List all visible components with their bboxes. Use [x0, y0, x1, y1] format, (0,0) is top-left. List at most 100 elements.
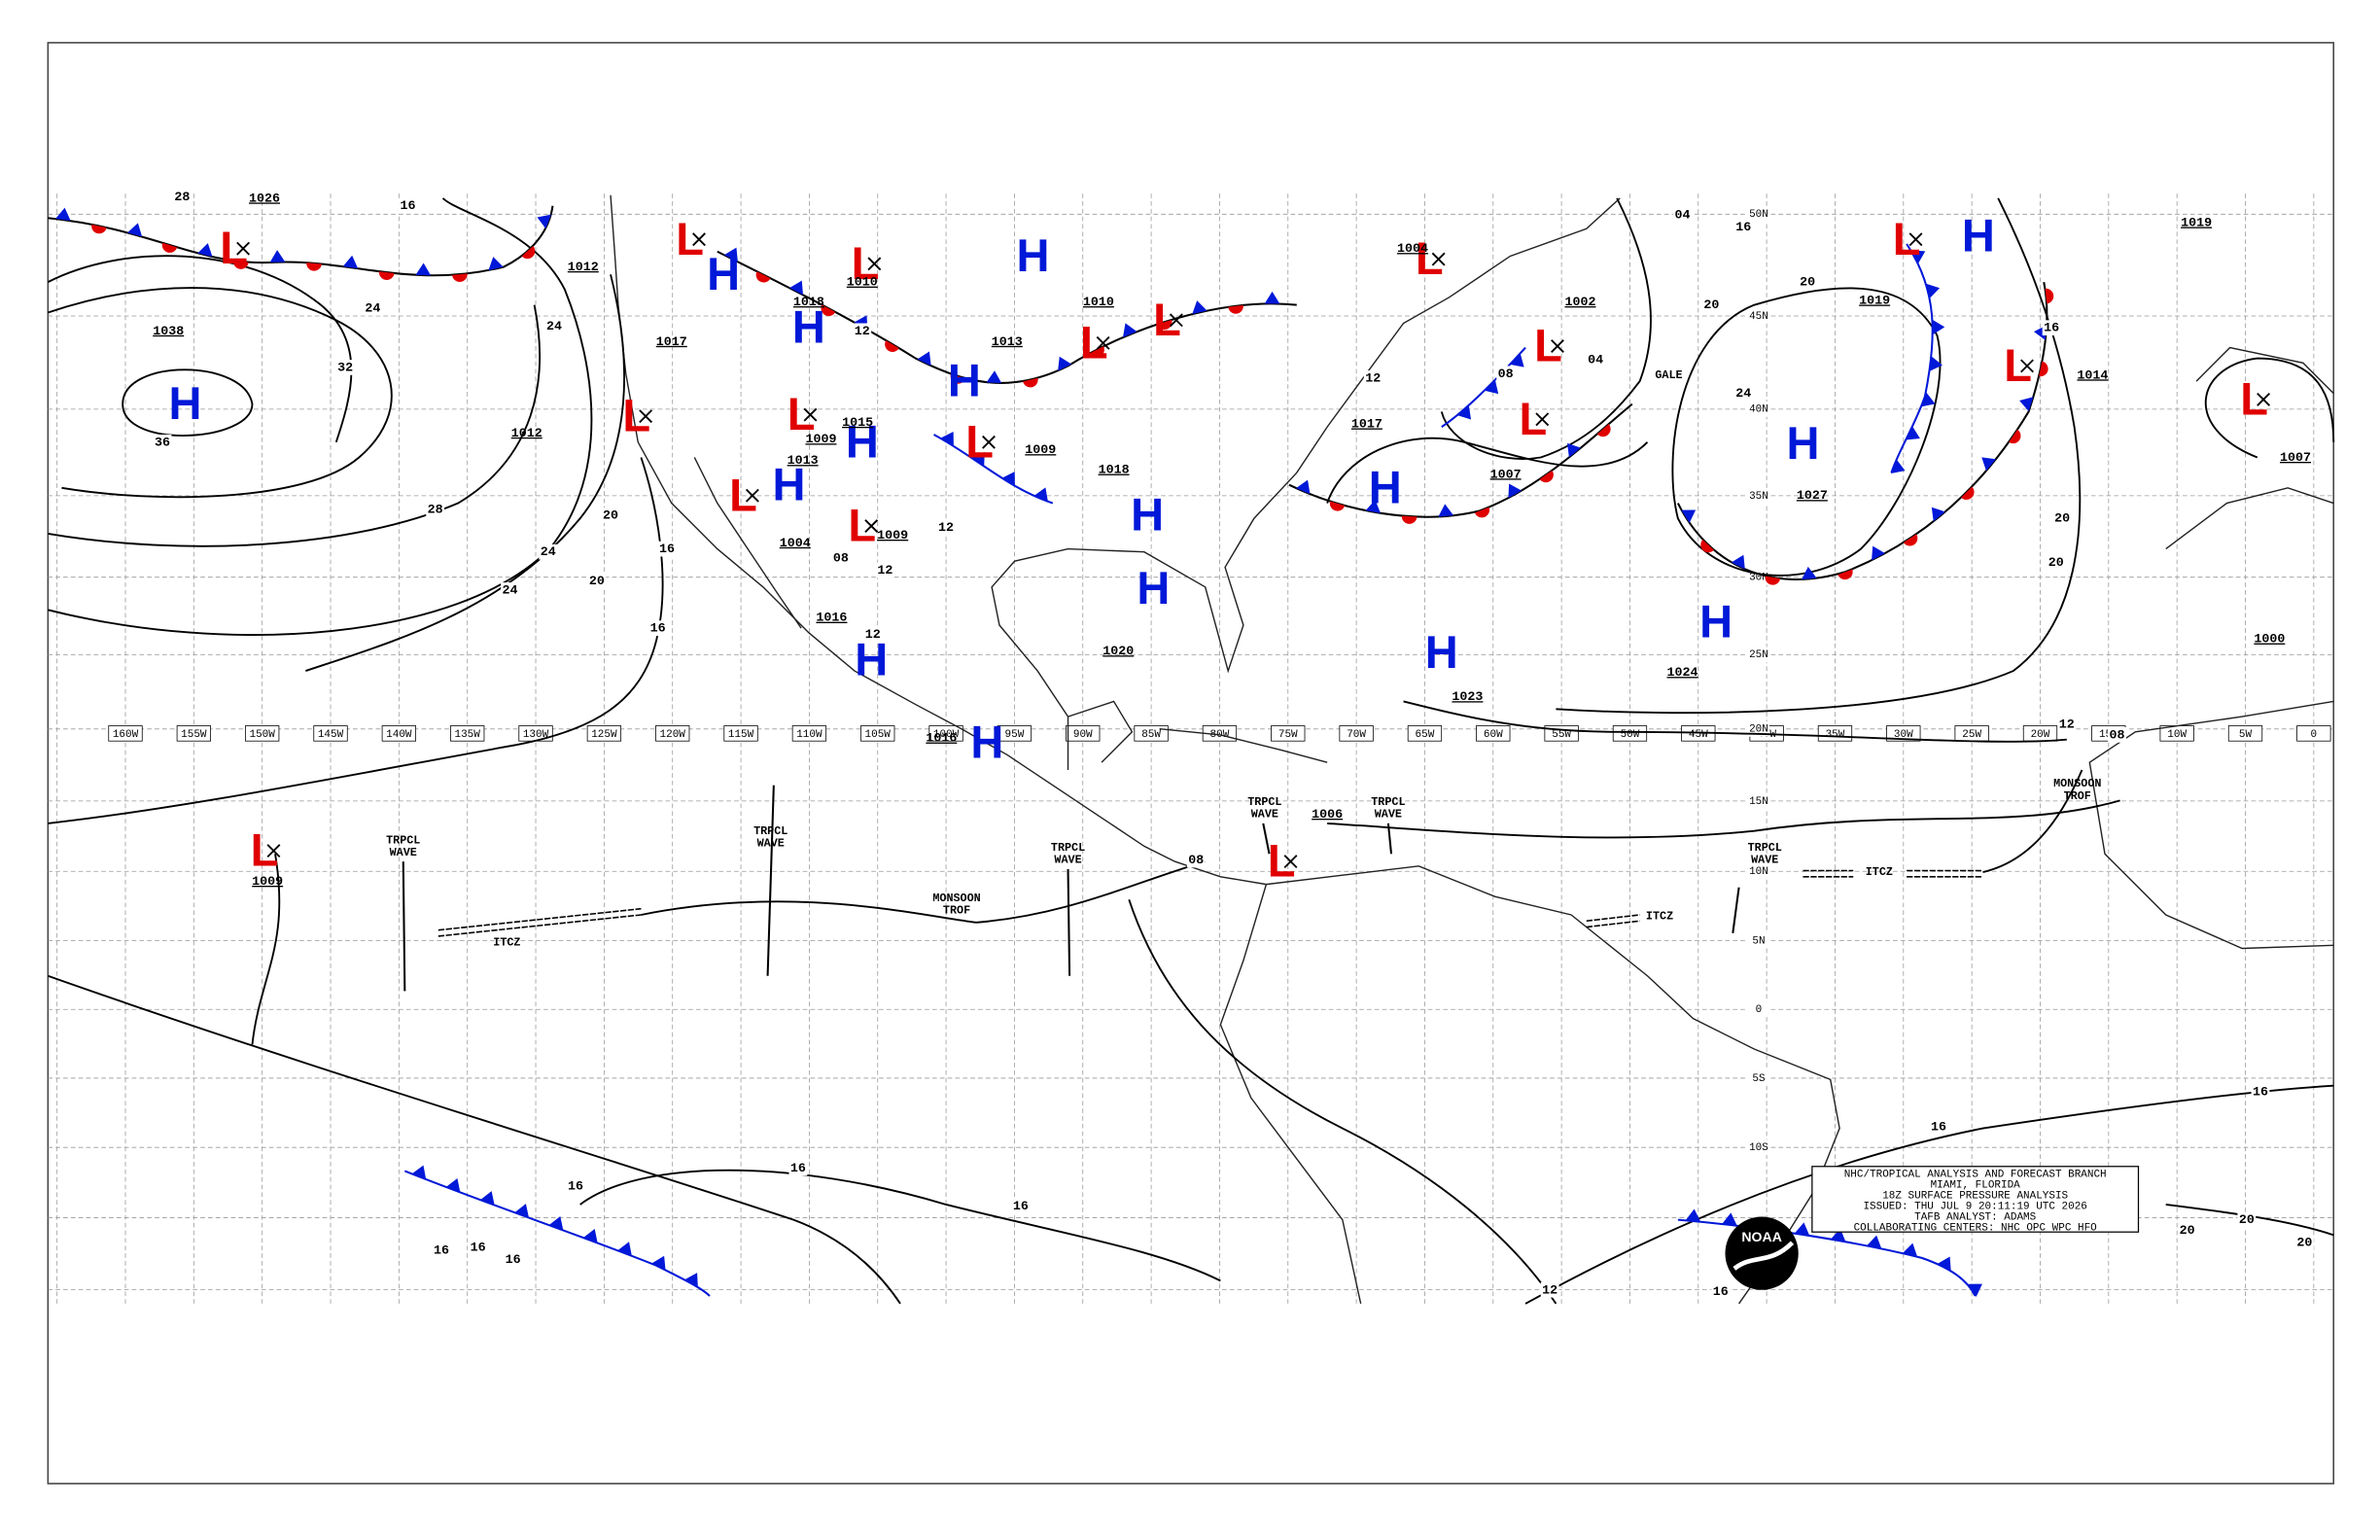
central-pressure: 1023	[1452, 690, 1483, 705]
annotation: ITCZ	[1646, 910, 1673, 924]
coast	[693, 457, 802, 629]
central-pressure: 1017	[656, 335, 687, 350]
high-pressure-center: H	[707, 248, 740, 299]
cold-front-triangle	[971, 451, 985, 467]
low-center-x	[1169, 313, 1183, 328]
coast	[610, 194, 1267, 886]
central-pressure: 1009	[252, 875, 283, 890]
isobar	[122, 368, 254, 437]
longitude-label: 35W	[1826, 729, 1845, 741]
low-pressure-center: L	[965, 415, 994, 467]
cold-front-triangle	[1968, 1283, 1982, 1297]
longitude-label-box	[450, 725, 485, 742]
longitude-label: 85W	[1141, 729, 1161, 741]
info-line: ISSUED: THU JUL 9 20:11:19 UTC 2026	[1863, 1201, 2086, 1212]
annotation: WAVE	[1251, 808, 1278, 822]
isobar	[1440, 197, 1652, 460]
high-pressure-center: H	[1962, 210, 1995, 262]
low-pressure-center: L	[251, 824, 279, 876]
troughs-and-waves	[402, 769, 2083, 992]
central-pressure: 1013	[788, 454, 819, 469]
high-pressure-center: H	[1131, 489, 1164, 541]
cold-front-triangle	[1001, 472, 1015, 486]
isobar	[1128, 899, 1558, 1305]
high-pressure-center: H	[970, 716, 1003, 767]
front-line	[1288, 402, 1633, 518]
cold-front-triangle	[1731, 554, 1745, 570]
isobar-label: 20	[2054, 512, 2070, 527]
warm-front-semicircle	[1838, 569, 1853, 580]
cold-front-triangle	[1365, 500, 1382, 513]
tropical-wave	[766, 785, 775, 976]
info-line: NHC/TROPICAL ANALYSIS AND FORECAST BRANC…	[1844, 1169, 2107, 1180]
low-center-x	[1551, 339, 1564, 353]
low-pressure-center: L	[788, 388, 816, 439]
isobar-label-bg	[1586, 352, 1605, 368]
isobar-label-bg	[2047, 554, 2066, 571]
longitude-label: 115W	[728, 729, 754, 741]
longitude-label-box	[1886, 725, 1921, 742]
isobar-label: 20	[1800, 276, 1815, 291]
front-line	[48, 205, 554, 277]
cold-front-triangle	[1794, 1222, 1810, 1237]
low-pressure-center: L	[2004, 339, 2032, 391]
isobar-label-bg	[2251, 1084, 2270, 1100]
longitude-label: 10W	[2167, 729, 2187, 741]
isobar-label: 16	[568, 1180, 583, 1195]
low-center-x	[803, 407, 818, 422]
central-pressure: 1002	[1564, 296, 1595, 310]
cold-front-triangle	[1033, 487, 1048, 502]
latitude-label: 0	[1756, 1004, 1763, 1016]
low-center-x	[745, 488, 759, 503]
high-pressure-center: H	[1016, 229, 1049, 281]
warm-front-semicircle	[233, 261, 249, 269]
warm-front-semicircle	[91, 224, 107, 234]
logo: NOAA	[1725, 1216, 1799, 1290]
central-pressure: 1010	[847, 276, 878, 291]
latitude-label: 45N	[1749, 311, 1768, 323]
cold-front-triangle	[1929, 356, 1942, 371]
longitude-label: 110W	[796, 729, 822, 741]
isobar-label: 12	[2059, 718, 2075, 732]
longitude-label: 145W	[318, 729, 344, 741]
high-pressure-center: H	[1137, 562, 1170, 613]
high-pressure-center: H	[1699, 595, 1732, 647]
isobar-label-bg	[2178, 1222, 2197, 1239]
latitude-label: 5N	[1752, 935, 1765, 947]
warm-front-semicircle	[950, 373, 965, 384]
warm-front-semicircle	[1961, 486, 1975, 500]
low-center-x	[1535, 412, 1550, 427]
central-pressure: 1012	[568, 261, 599, 275]
itcz-line	[1802, 869, 1983, 878]
isobar	[48, 197, 593, 636]
isobar-label: 24	[546, 320, 562, 334]
info-box-border	[1811, 1166, 2140, 1233]
isobar-label-bg	[2052, 510, 2072, 527]
latitude-label-box	[1748, 1139, 1769, 1156]
warm-front-semicircle	[1228, 304, 1243, 314]
isobar-label-bg	[172, 189, 192, 205]
warm-front-semicircle	[1401, 515, 1418, 524]
warm-front-semicircle	[1903, 534, 1918, 546]
isobar-label: 20	[1703, 298, 1719, 313]
longitude-label-box	[1612, 725, 1648, 742]
isobar-label: 32	[337, 361, 353, 375]
high-pressure-center: H	[948, 355, 981, 406]
high-pressure-center: H	[1425, 626, 1458, 678]
warm-front-semicircle	[306, 262, 322, 271]
cold-front-triangle	[1508, 483, 1522, 499]
longitude-label-box	[2296, 725, 2331, 742]
low-pressure-center: L	[1534, 320, 1562, 371]
central-pressure: 1006	[1312, 808, 1343, 822]
isobar-label-bg	[566, 1178, 585, 1194]
annotation: TRPCL	[1247, 795, 1281, 809]
central-pressure: 1018	[1099, 464, 1130, 478]
cold-front-triangle	[126, 223, 143, 237]
longitude-label: 0	[2311, 729, 2318, 741]
central-pressure: 1027	[1797, 489, 1828, 504]
longitude-label: 95W	[1005, 729, 1025, 741]
central-pressure: 1016	[816, 612, 847, 626]
cold-front-triangle	[415, 262, 432, 276]
annotation: TRPCL	[753, 824, 788, 838]
isobar-label-bg	[936, 519, 956, 536]
